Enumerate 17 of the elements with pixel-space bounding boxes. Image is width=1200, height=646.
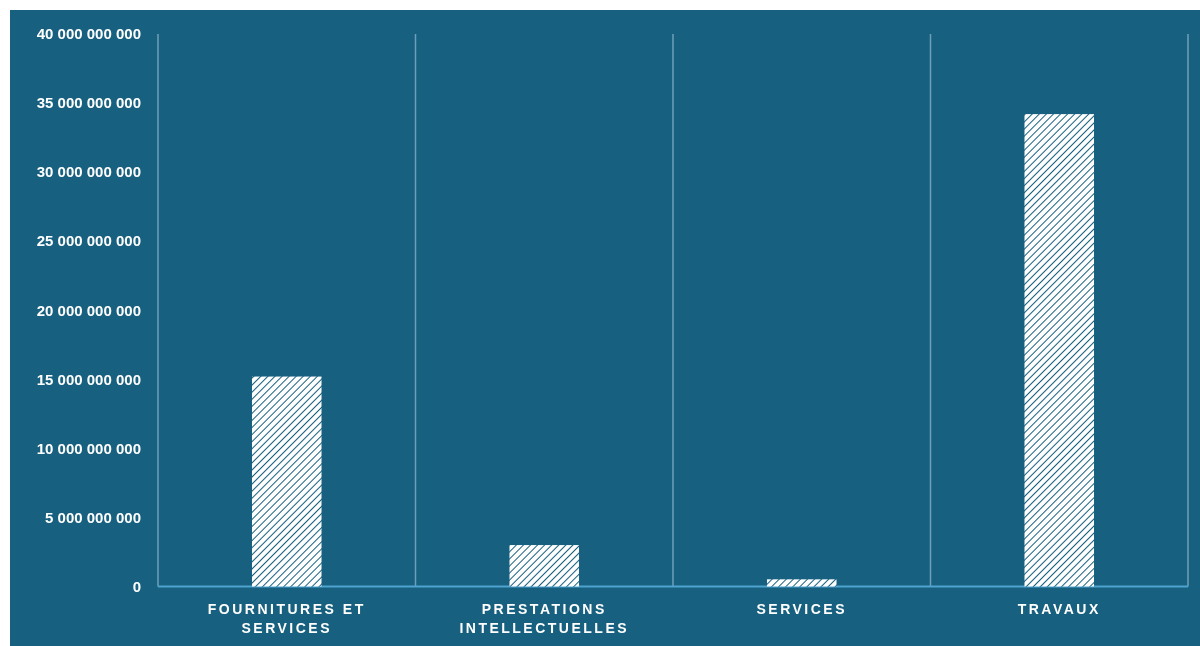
y-tick-label: 40 000 000 000: [36, 25, 141, 43]
y-tick-label: 35 000 000 000: [36, 94, 141, 112]
x-tick-label: FOURNITURES ET SERVICES: [207, 600, 366, 636]
y-tick-label: 5 000 000 000: [45, 508, 141, 526]
bar: [509, 545, 580, 587]
bar: [1024, 114, 1095, 587]
y-tick-label: 0: [132, 577, 141, 595]
y-tick-label: 25 000 000 000: [36, 232, 141, 250]
y-tick-label: 20 000 000 000: [36, 301, 141, 319]
y-tick-label: 30 000 000 000: [36, 163, 141, 181]
x-tick-label: PRESTATIONS INTELLECTUELLES: [459, 600, 630, 636]
bar: [766, 579, 837, 587]
y-tick-label: 10 000 000 000: [36, 439, 141, 457]
x-tick-label: TRAVAUX: [1017, 600, 1101, 617]
bar: [251, 376, 322, 587]
x-tick-label: SERVICES: [756, 600, 848, 617]
y-tick-label: 15 000 000 000: [36, 370, 141, 388]
